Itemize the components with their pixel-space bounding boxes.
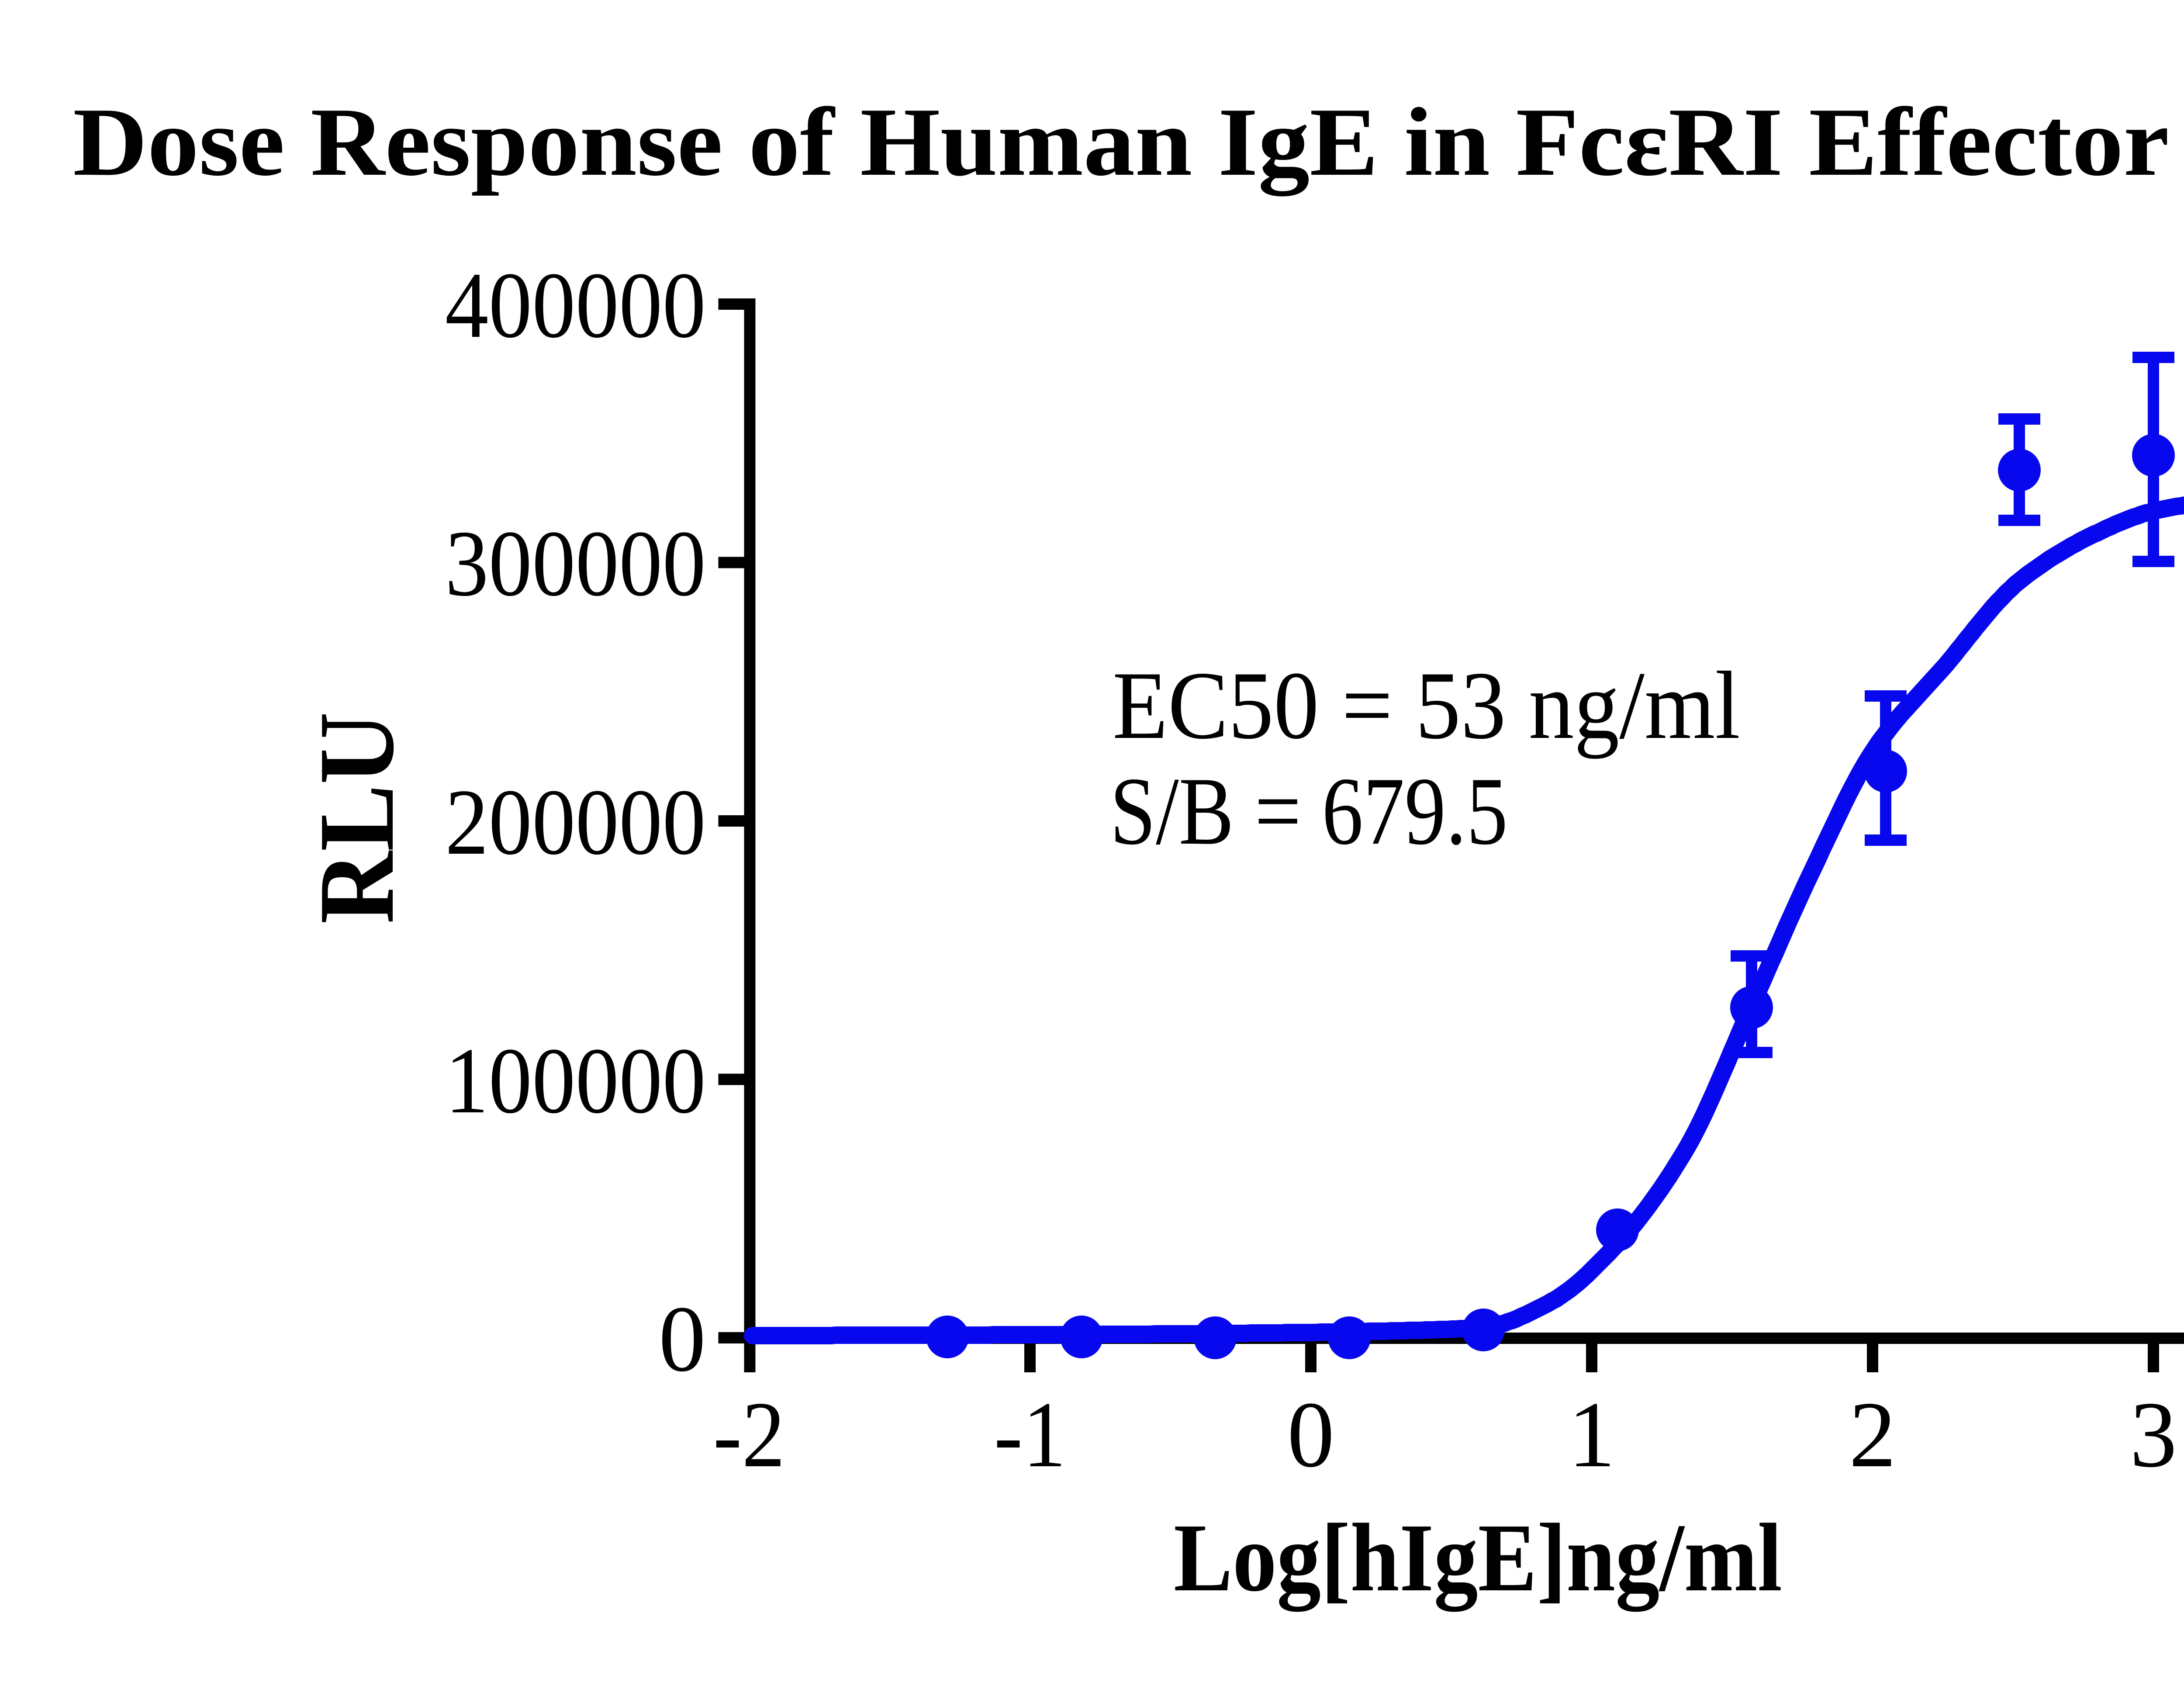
svg-text:-1: -1 bbox=[994, 1382, 1066, 1487]
svg-text:100000: 100000 bbox=[445, 1028, 706, 1133]
svg-text:2: 2 bbox=[1849, 1382, 1896, 1487]
svg-text:0: 0 bbox=[659, 1287, 706, 1391]
svg-text:Log[hIgE]ng/ml: Log[hIgE]ng/ml bbox=[1174, 1504, 1782, 1612]
svg-text:RLU: RLU bbox=[297, 712, 416, 924]
svg-text:200000: 200000 bbox=[445, 770, 706, 874]
svg-text:300000: 300000 bbox=[445, 511, 706, 616]
svg-text:Dose Response of Human IgE in: Dose Response of Human IgE in FcεRI Effe… bbox=[73, 88, 2184, 197]
svg-text:S/B = 679.5: S/B = 679.5 bbox=[1110, 758, 1508, 865]
svg-text:400000: 400000 bbox=[445, 253, 706, 357]
svg-text:0: 0 bbox=[1287, 1382, 1334, 1487]
svg-text:EC50 = 53 ng/ml: EC50 = 53 ng/ml bbox=[1113, 652, 1740, 759]
svg-text:3: 3 bbox=[2130, 1382, 2177, 1487]
svg-text:1: 1 bbox=[1568, 1382, 1615, 1487]
svg-text:-2: -2 bbox=[713, 1382, 785, 1487]
